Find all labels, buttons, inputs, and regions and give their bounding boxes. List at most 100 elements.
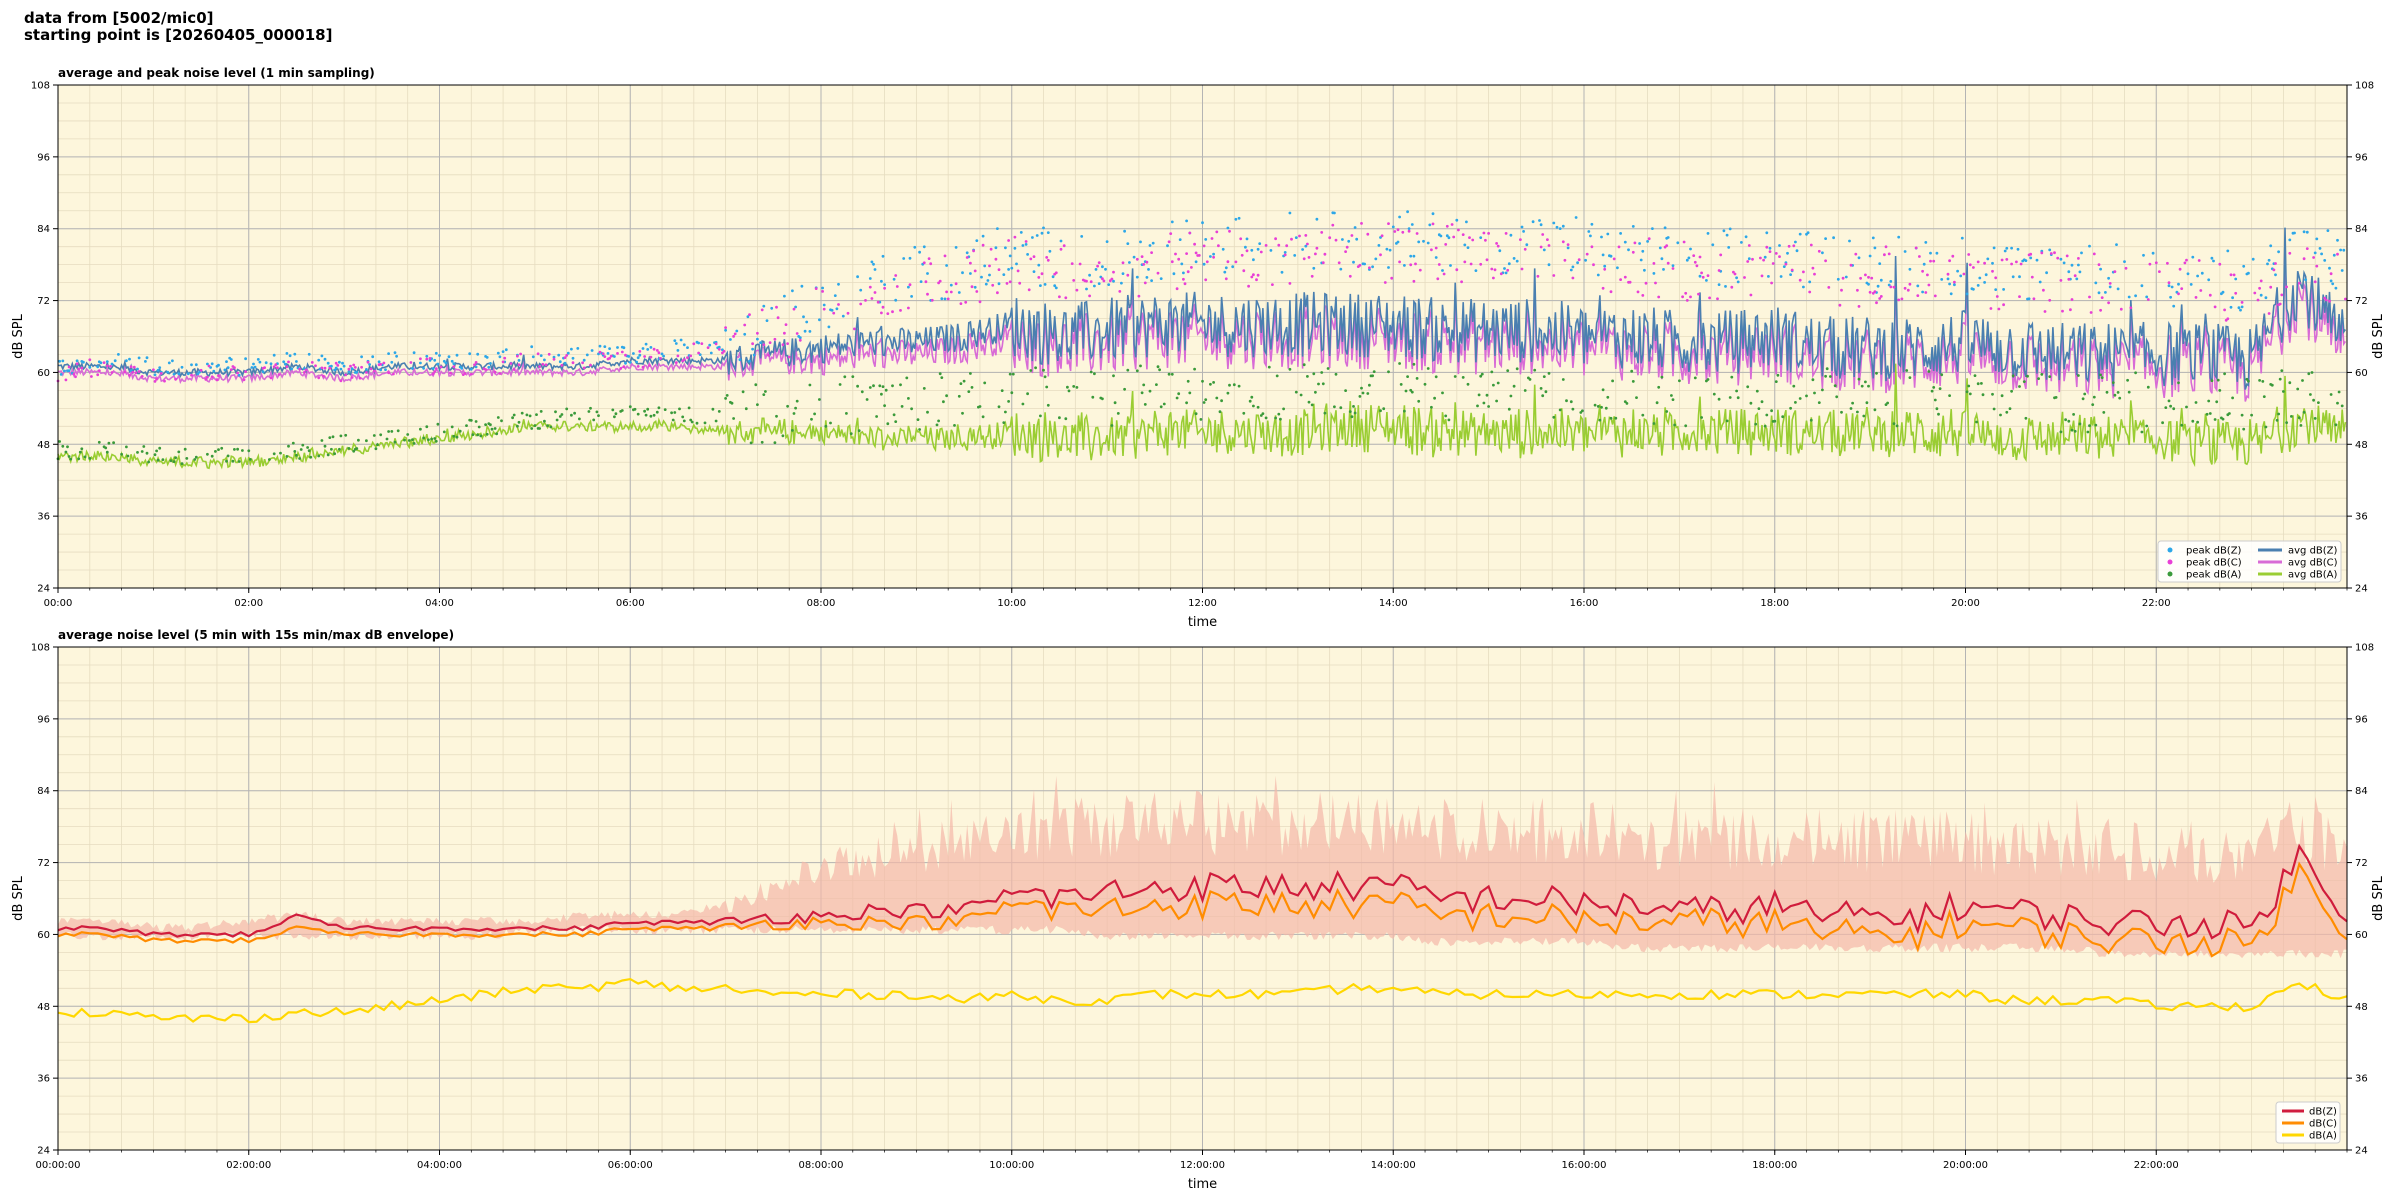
scatter-point [2247, 271, 2250, 275]
scatter-point [2067, 270, 2071, 274]
scatter-point [2266, 262, 2269, 266]
scatter-point [2123, 260, 2126, 263]
scatter-point [1239, 237, 1243, 241]
scatter-point [493, 427, 497, 430]
scatter-point [1492, 276, 1495, 280]
scatter-point [479, 434, 483, 438]
scatter-point [1989, 307, 1993, 310]
scatter-point [1078, 262, 1082, 266]
scatter-point [516, 354, 519, 358]
scatter-point [1345, 245, 1349, 249]
scatter-point [954, 246, 958, 249]
scatter-point [1784, 262, 1788, 266]
scatter-point [174, 377, 178, 381]
scatter-point [565, 407, 569, 411]
scatter-point [560, 413, 564, 416]
scatter-point [620, 409, 624, 412]
scatter-point [1185, 401, 1188, 405]
scatter-point [1085, 287, 1088, 291]
scatter-point [724, 326, 727, 329]
scatter-point [821, 290, 824, 293]
scatter-point [485, 356, 489, 359]
scatter-point [1110, 277, 1114, 281]
scatter-point [670, 411, 673, 415]
y-tick-label-right: 96 [2355, 152, 2368, 163]
scatter-point [878, 384, 882, 388]
scatter-point [1007, 400, 1010, 403]
scatter-point [814, 287, 818, 290]
scatter-point [2056, 256, 2060, 260]
scatter-point [83, 455, 87, 459]
scatter-point [1609, 290, 1613, 294]
series-line-dbz [57, 843, 2348, 940]
scatter-point [434, 351, 438, 355]
scatter-point [1170, 220, 1174, 224]
scatter-point [2320, 252, 2324, 256]
scatter-point [954, 282, 958, 286]
scatter-point [762, 393, 766, 396]
y-axis-label-right: dB SPL [2371, 313, 2386, 358]
scatter-point [153, 453, 157, 457]
scatter-point [495, 432, 499, 436]
scatter-point [1021, 402, 1025, 406]
scatter-point [1986, 257, 1990, 261]
scatter-point [473, 363, 476, 367]
scatter-point [212, 369, 216, 373]
scatter-point [1609, 416, 1613, 420]
scatter-point [1487, 232, 1490, 235]
scatter-point [578, 417, 581, 421]
scatter-point [1566, 243, 1570, 247]
scatter-point [282, 360, 286, 364]
scatter-point [1104, 267, 1107, 271]
scatter-point [1051, 275, 1055, 279]
scatter-point [78, 450, 82, 454]
scatter-point [1259, 414, 1263, 417]
scatter-point [1929, 259, 1932, 263]
scatter-point [1058, 295, 1061, 299]
scatter-point [1048, 249, 1052, 253]
scatter-point [853, 327, 856, 331]
scatter-point [269, 362, 273, 366]
scatter-point [891, 384, 894, 388]
scatter-point [1288, 282, 1292, 285]
scatter-point [285, 365, 289, 369]
scatter-point [2272, 268, 2276, 272]
scatter-point [1981, 393, 1985, 397]
scatter-point [372, 369, 376, 373]
scatter-point [156, 458, 160, 462]
scatter-point [738, 358, 742, 362]
scatter-point [1209, 255, 1212, 258]
scatter-point [1442, 272, 1446, 276]
scatter-point [102, 361, 106, 364]
scatter-point [1089, 280, 1093, 284]
scatter-point [357, 438, 360, 442]
scatter-point [392, 372, 395, 376]
scatter-point [2191, 419, 2195, 423]
scatter-point [248, 458, 252, 461]
scatter-point [1854, 252, 1858, 256]
scatter-point [802, 315, 805, 319]
y-tick-label-right: 84 [2355, 786, 2368, 797]
scatter-point [957, 291, 961, 294]
scatter-point [471, 433, 475, 436]
scatter-point [2229, 305, 2233, 309]
scatter-point [163, 379, 166, 383]
scatter-point [859, 288, 863, 292]
scatter-point [2207, 399, 2211, 403]
scatter-point [1444, 414, 1448, 418]
scatter-point [2148, 262, 2152, 266]
scatter-point [1577, 258, 1581, 262]
scatter-point [1307, 256, 1311, 259]
scatter-point [674, 342, 678, 345]
scatter-point [476, 352, 480, 356]
scatter-point [1736, 396, 1740, 400]
scatter-point [490, 427, 494, 431]
scatter-point [1693, 376, 1697, 380]
scatter-point [1884, 245, 1888, 249]
scatter-point [1183, 282, 1187, 286]
scatter-point [2280, 369, 2284, 372]
scatter-point [760, 308, 764, 312]
scatter-point [1234, 217, 1238, 221]
scatter-point [2166, 261, 2169, 265]
scatter-point [1558, 408, 1562, 412]
